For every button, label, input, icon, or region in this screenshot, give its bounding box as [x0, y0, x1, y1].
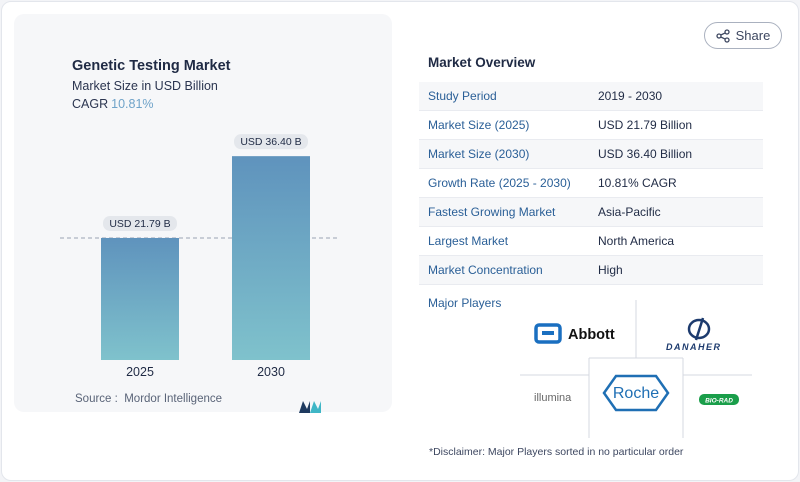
overview-label: Market Concentration [428, 263, 543, 277]
bar-chart: USD 21.79 B 2025 USD 36.40 B 2030 [60, 134, 340, 379]
major-players-title: Major Players [428, 296, 502, 310]
overview-label: Largest Market [428, 234, 509, 248]
illumina-logo: illumina [534, 392, 572, 404]
overview-row: Market Concentration High [419, 256, 763, 285]
overview-row: Largest Market North America [419, 227, 763, 256]
overview-label: Market Size (2030) [428, 147, 530, 161]
danaher-text: DANAHER [666, 342, 722, 352]
chart-subtitle: Market Size in USD Billion [72, 79, 218, 93]
bar-2025 [101, 237, 179, 360]
logo-divider [588, 357, 684, 438]
disclaimer-text: *Disclaimer: Major Players sorted in no … [429, 446, 684, 458]
major-players-logos: Abbott DANAHER illumina Roche BIO-RAD [520, 300, 752, 438]
chart-title: Genetic Testing Market [72, 58, 231, 74]
overview-value: USD 36.40 Billion [598, 147, 693, 161]
abbott-text: Abbott [568, 327, 615, 343]
x-tick-label: 2030 [257, 365, 285, 379]
cagr-label: CAGR [72, 97, 109, 111]
data-label: USD 36.40 B [240, 136, 301, 148]
cagr-text: CAGR 10.81% [72, 97, 154, 111]
biorad-logo: BIO-RAD [699, 394, 739, 405]
overview-table: Study Period 2019 - 2030 Market Size (20… [419, 82, 763, 285]
market-overview-title: Market Overview [428, 55, 536, 70]
data-label-bg [103, 215, 177, 231]
abbott-logo: Abbott [534, 323, 615, 344]
overview-value: Asia-Pacific [598, 205, 661, 219]
overview-row: Study Period 2019 - 2030 [419, 82, 763, 111]
overview-row: Market Size (2030) USD 36.40 Billion [419, 140, 763, 169]
overview-label: Market Size (2025) [428, 118, 530, 132]
overview-row: Market Size (2025) USD 21.79 Billion [419, 111, 763, 140]
mordor-logo-icon [299, 401, 321, 413]
danaher-logo: DANAHER [666, 317, 722, 352]
x-tick-label: 2025 [126, 365, 154, 379]
biorad-text: BIO-RAD [705, 398, 733, 405]
share-label: Share [735, 28, 771, 43]
overview-value: 10.81% CAGR [598, 176, 677, 190]
bar-2030 [232, 156, 310, 360]
overview-value: USD 21.79 Billion [598, 118, 693, 132]
data-label: USD 21.79 B [109, 218, 170, 230]
illumina-text: illumina [534, 392, 572, 404]
overview-value: 2019 - 2030 [598, 89, 663, 103]
data-label-bg [234, 134, 308, 150]
overview-row: Growth Rate (2025 - 2030) 10.81% CAGR [419, 169, 763, 198]
chart-card: Genetic Testing Market Market Size in US… [14, 14, 392, 413]
overview-row: Fastest Growing Market Asia-Pacific [419, 198, 763, 227]
roche-logo: Roche [602, 374, 670, 412]
overview-label: Study Period [428, 89, 497, 103]
overview-label: Fastest Growing Market [428, 205, 556, 219]
share-button[interactable]: Share [704, 22, 782, 49]
overview-value: North America [598, 234, 675, 248]
roche-text: Roche [613, 385, 659, 402]
cagr-value: 10.81% [111, 97, 154, 111]
source-text: Source : Mordor Intelligence [75, 393, 223, 405]
overview-label: Growth Rate (2025 - 2030) [428, 176, 571, 190]
share-icon [715, 28, 730, 43]
overview-value: High [598, 263, 623, 277]
